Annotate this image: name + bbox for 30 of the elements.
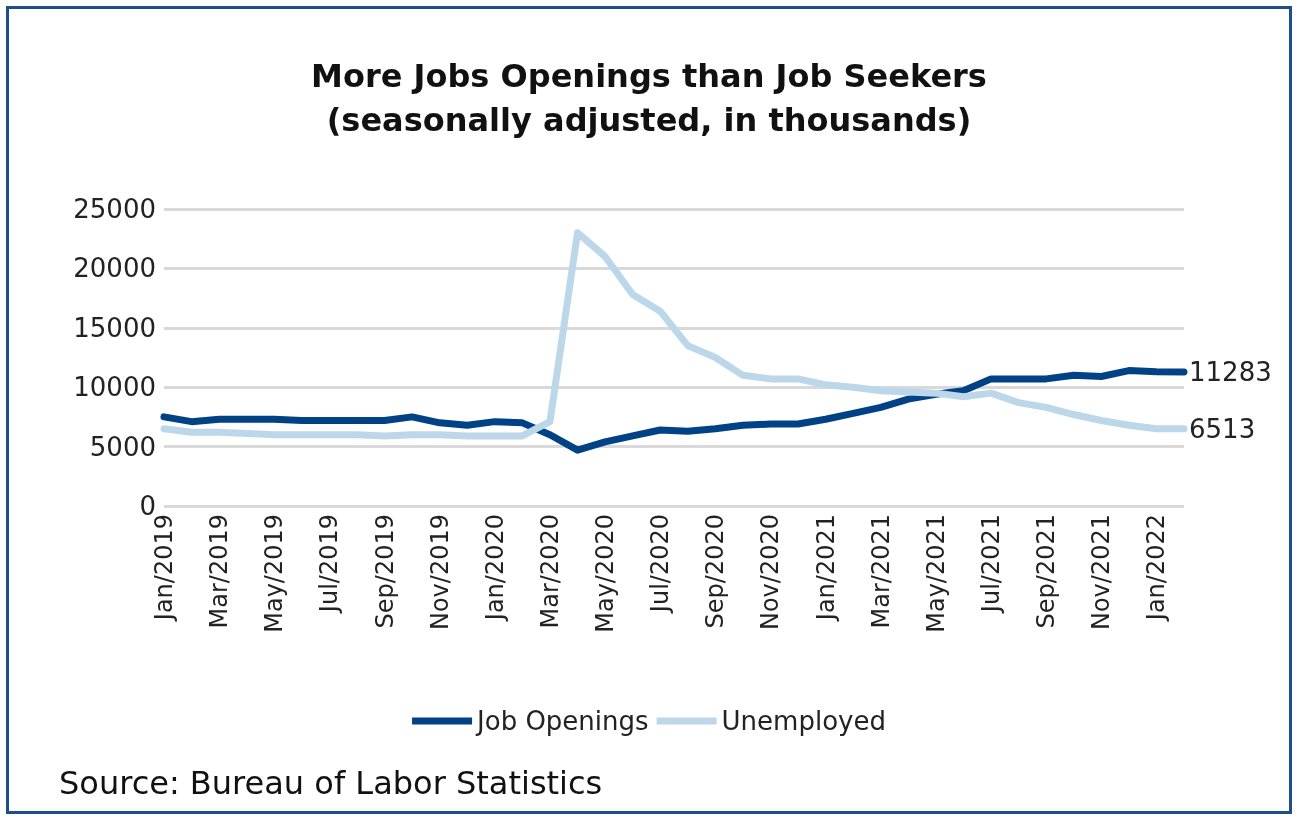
x-tick-label: Jan/2020 xyxy=(480,514,509,623)
x-tick-label: Nov/2020 xyxy=(756,514,785,631)
x-tick-label: Sep/2021 xyxy=(1032,514,1061,629)
x-tick-label: Sep/2020 xyxy=(701,514,730,629)
x-tick-label: Jul/2021 xyxy=(977,514,1006,615)
x-tick-label: Jan/2019 xyxy=(150,514,178,623)
data-label: 11283 xyxy=(1189,356,1272,387)
y-tick-label: 25000 xyxy=(73,194,156,224)
y-tick-label: 20000 xyxy=(73,253,156,284)
x-tick-label: Jan/2022 xyxy=(1142,514,1171,623)
x-tick-label: May/2020 xyxy=(591,514,620,633)
x-tick-label: May/2021 xyxy=(921,514,950,633)
x-tick-label: Nov/2021 xyxy=(1087,514,1116,631)
y-tick-label: 5000 xyxy=(89,431,156,462)
x-tick-label: May/2019 xyxy=(260,514,289,633)
legend-label: Unemployed xyxy=(721,706,886,736)
x-tick-label: Mar/2020 xyxy=(535,514,564,629)
legend-label: Job Openings xyxy=(475,706,649,736)
x-tick-label: Nov/2019 xyxy=(425,514,454,631)
y-tick-label: 15000 xyxy=(73,312,156,343)
data-label: 6513 xyxy=(1189,413,1256,444)
chart-title: More Jobs Openings than Job Seekers (seasonally adjusted, in thousands) xyxy=(311,57,987,139)
x-tick-label: Sep/2019 xyxy=(370,514,399,629)
x-tick-label: Jan/2021 xyxy=(811,514,840,623)
source-note: Source: Bureau of Labor Statistics xyxy=(59,764,603,802)
x-tick-label: Jul/2019 xyxy=(315,514,344,615)
y-tick-label: 10000 xyxy=(73,372,156,403)
x-tick-label: Mar/2021 xyxy=(866,514,895,629)
x-tick-label: Mar/2019 xyxy=(205,514,234,629)
x-tick-label: Jul/2020 xyxy=(646,514,675,615)
